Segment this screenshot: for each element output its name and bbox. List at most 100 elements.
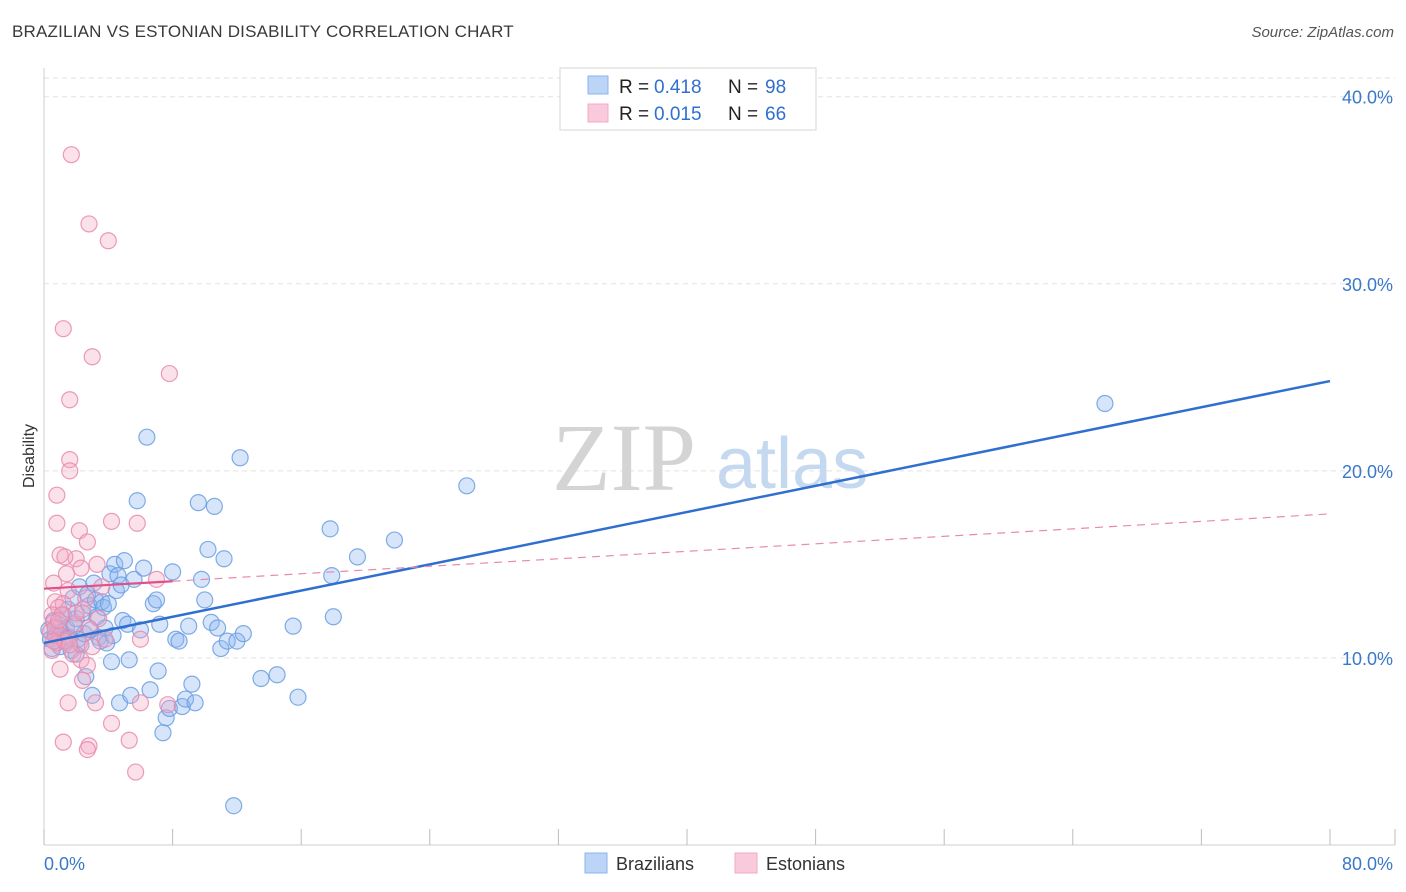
brazilian-point-86 [284, 617, 302, 635]
brazilian-point-67 [180, 617, 198, 635]
y-tick-labels: 10.0% 20.0% 30.0% 40.0% [1342, 88, 1393, 669]
brazilian-point-78 [215, 550, 233, 568]
legend-swatch-brazilians [587, 75, 609, 95]
estonian-point-18 [88, 555, 106, 573]
brazilian-point-84 [252, 669, 270, 688]
brazilian-point-57 [147, 591, 166, 609]
trend-lines [43, 379, 1331, 645]
brazilian-point-95 [149, 662, 167, 680]
estonian-point-57 [78, 740, 97, 759]
estonian-point-19 [72, 559, 90, 577]
brazilian-point-87 [289, 688, 307, 706]
brazilian-point-79 [218, 632, 236, 650]
brazilian-point-51 [128, 492, 146, 510]
bottom-legend-label-brazilians: Brazilians [616, 854, 694, 874]
estonian-point-11 [128, 514, 146, 532]
legend-n-value-1: 66 [765, 104, 786, 125]
x-tick-labels: 0.0% 80.0% [44, 854, 1393, 874]
brazilian-point-55 [141, 681, 159, 699]
estonian-point-6 [61, 391, 79, 409]
bottom-legend-swatch-brazilians [584, 852, 608, 874]
brazilian-point-37 [99, 595, 117, 613]
estonian-point-47 [51, 660, 69, 678]
brazilian-point-73 [199, 540, 217, 559]
brazilian-point-47 [115, 552, 133, 570]
estonian-point-52 [102, 714, 121, 733]
estonian-point-25 [93, 578, 111, 596]
estonian-point-53 [131, 694, 150, 712]
brazilian-point-59 [154, 724, 172, 742]
brazilian-point-94 [1096, 394, 1114, 413]
brazilian-point-39 [102, 653, 121, 671]
estonian-point-17 [56, 548, 74, 566]
brazilian-point-85 [268, 666, 286, 684]
brazilian-point-54 [138, 428, 156, 446]
brazilian-point-92 [385, 531, 404, 549]
estonian-point-61 [49, 611, 68, 630]
brazilian-point-62 [164, 563, 182, 581]
estonian-point-63 [83, 638, 101, 656]
estonian-point-12 [48, 514, 66, 532]
brazilian-point-76 [209, 619, 227, 637]
brazilian-point-60 [157, 709, 175, 727]
legend-r-label-0: R = [619, 77, 649, 98]
estonian-point-9 [48, 486, 66, 504]
brazilian-point-83 [234, 625, 252, 643]
watermark: ZIP atlas [552, 404, 868, 511]
bottom-legend: Brazilians Estonians [584, 852, 845, 874]
watermark-zip: ZIP [552, 404, 696, 511]
estonian-point-8 [61, 462, 79, 480]
watermark-atlas: atlas [716, 424, 868, 504]
brazilian-point-52 [131, 621, 150, 639]
y-tick-label-3: 40.0% [1342, 88, 1393, 108]
chart-title: BRAZILIAN VS ESTONIAN DISABILITY CORRELA… [12, 22, 514, 41]
brazilian-point-88 [321, 520, 339, 538]
estonians-trend-line-dashed [172, 513, 1331, 582]
estonian-point-48 [73, 671, 92, 689]
estonian-point-2 [99, 232, 117, 250]
estonian-point-5 [160, 364, 178, 383]
estonian-point-3 [54, 320, 72, 338]
brazilian-point-80 [225, 797, 243, 815]
legend-n-label-1: N = [728, 104, 758, 125]
brazilian-point-89 [323, 567, 341, 585]
bottom-legend-swatch-estonians [734, 852, 758, 874]
estonian-point-42 [131, 630, 150, 648]
estonian-point-50 [59, 694, 77, 712]
brazilian-point-69 [186, 694, 204, 712]
estonian-point-14 [78, 533, 97, 551]
x-tick-label-0: 0.0% [44, 854, 85, 874]
legend-r-label-1: R = [619, 104, 649, 125]
estonian-point-1 [80, 215, 98, 233]
legend-r-value-0: 0.418 [654, 77, 702, 98]
legend-box: R = 0.418 N = 98 R = 0.015 N = 66 [559, 67, 817, 131]
brazilian-point-82 [231, 449, 249, 467]
legend-n-value-0: 98 [765, 77, 786, 98]
brazilian-point-75 [205, 497, 223, 515]
bottom-legend-label-estonians: Estonians [766, 854, 845, 874]
brazilians-trend-line [43, 379, 1331, 645]
y-tick-label-2: 30.0% [1342, 275, 1393, 295]
brazilian-point-91 [348, 548, 367, 566]
brazilian-point-93 [458, 477, 476, 495]
brazilian-point-68 [183, 675, 201, 693]
estonian-point-4 [83, 348, 101, 366]
estonian-point-56 [120, 731, 138, 749]
brazilian-point-41 [106, 555, 124, 573]
brazilian-point-40 [104, 626, 122, 645]
estonian-point-0 [62, 146, 80, 164]
estonian-point-51 [159, 696, 177, 714]
data-points [40, 146, 1114, 815]
brazilian-point-96 [120, 651, 138, 669]
estonian-point-21 [57, 565, 76, 583]
estonian-point-54 [54, 733, 72, 751]
brazilian-point-72 [196, 591, 214, 609]
estonian-point-62 [67, 604, 85, 622]
x-tick-label-1: 80.0% [1342, 854, 1393, 874]
y-tick-label-1: 20.0% [1342, 462, 1393, 482]
legend-n-label-0: N = [728, 77, 758, 98]
estonian-point-24 [77, 589, 95, 607]
estonian-point-58 [127, 763, 145, 781]
estonian-point-46 [78, 656, 97, 675]
